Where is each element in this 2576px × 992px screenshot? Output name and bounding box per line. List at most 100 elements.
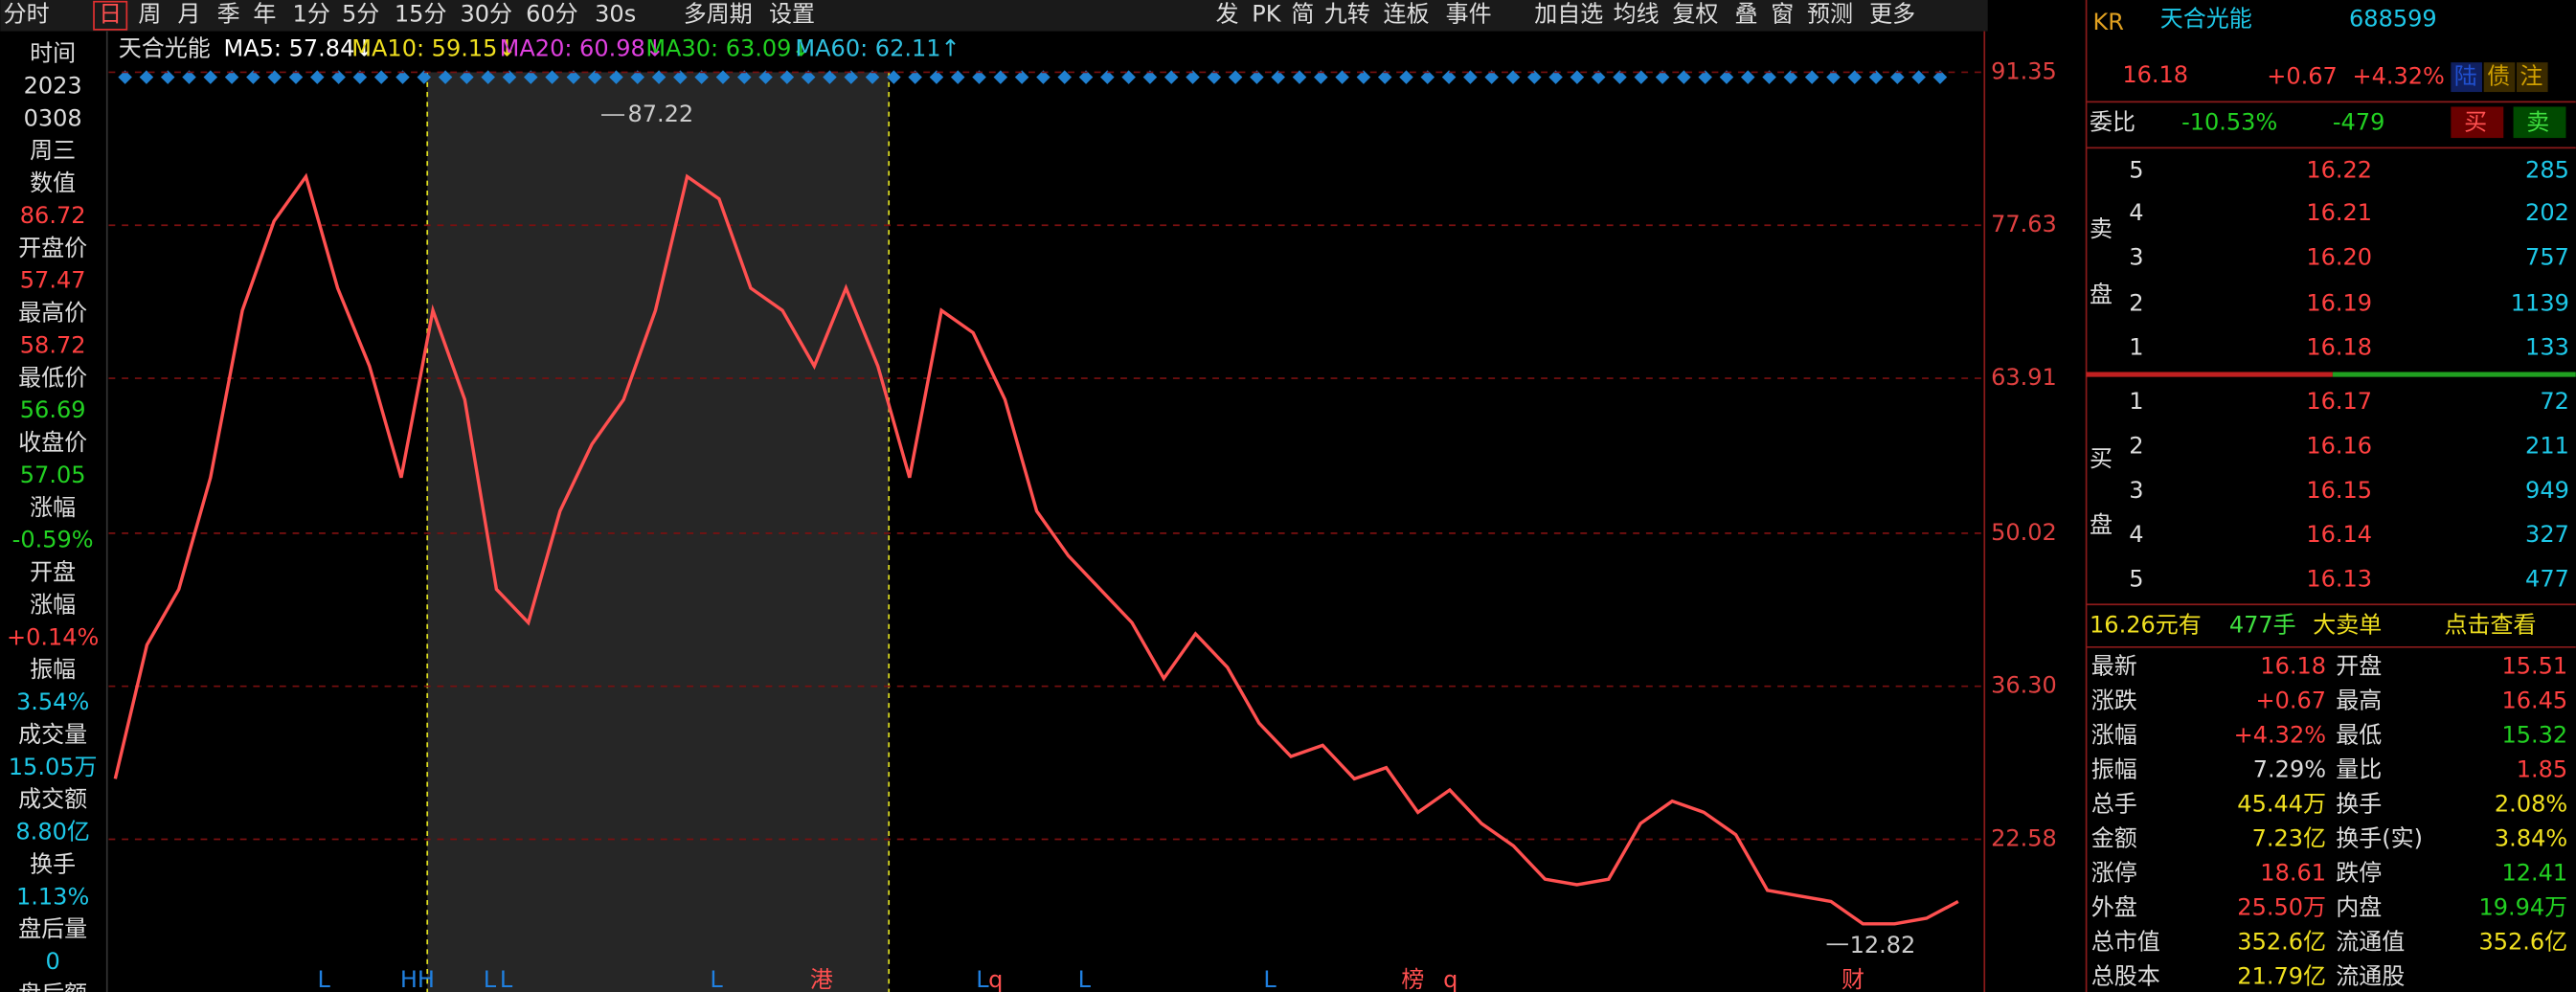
kr-badge: KR (2092, 9, 2123, 35)
stat-value: 16.45 (2501, 687, 2567, 713)
toolbar-tab[interactable]: 分时 (4, 0, 50, 27)
book-side-label: 盘 (2090, 282, 2113, 308)
toolbar-tab[interactable]: 年 (253, 0, 276, 27)
toolbar-button[interactable]: 发 (1216, 0, 1239, 27)
toolbar-button[interactable]: PK (1252, 0, 1281, 27)
book-volume: 327 (2525, 521, 2569, 548)
sell-button[interactable] (2513, 106, 2566, 139)
info-item: 最高价 (18, 300, 87, 327)
toolbar-tab[interactable]: 5分 (342, 0, 379, 27)
stat-value: 45.44万 (2237, 790, 2326, 817)
book-price: 16.15 (2306, 477, 2372, 504)
toolbar-button[interactable]: 预测 (1807, 0, 1853, 27)
toolbar-tab[interactable]: 季 (217, 0, 240, 27)
event-marker (524, 70, 538, 84)
price-line (113, 172, 1959, 926)
event-marker (118, 70, 132, 84)
info-item: 振幅 (30, 656, 76, 683)
event-flag: L (1263, 966, 1277, 992)
big-order[interactable]: 点击查看 (2445, 612, 2537, 639)
toolbar-tab[interactable]: 1分 (293, 0, 330, 27)
event-marker (310, 70, 325, 84)
info-item: -0.59% (12, 527, 94, 553)
buy-button-label[interactable]: 买 (2464, 109, 2487, 136)
stat-label: 振幅 (2091, 755, 2137, 782)
info-item: 57.05 (20, 462, 86, 488)
info-item: 0308 (24, 104, 82, 131)
ratio-label: 委比 (2090, 109, 2135, 136)
tag-box (2451, 62, 2482, 93)
book-level: 5 (2129, 156, 2143, 183)
stock-tag[interactable]: 债 (2487, 63, 2510, 90)
info-item: 时间 (30, 40, 76, 67)
y-tick-label: 36.30 (1991, 672, 2057, 699)
toolbar-button[interactable]: 简 (1291, 0, 1314, 27)
book-level: 3 (2129, 243, 2143, 270)
stat-value: 352.6亿 (2478, 929, 2567, 956)
toolbar-tab[interactable]: 多周期 (684, 0, 753, 27)
toolbar-button[interactable]: 均线 (1614, 0, 1660, 27)
stock-name: 天合光能 (119, 34, 211, 61)
stat-value: 7.29% (2253, 755, 2326, 782)
stock-tag[interactable]: 陆 (2454, 63, 2477, 90)
book-level: 1 (2129, 334, 2143, 361)
stat-value: 3.84% (2495, 824, 2567, 851)
big-order: 大卖单 (2313, 612, 2382, 639)
book-level: 4 (2129, 199, 2143, 226)
stat-label: 内盘 (2336, 894, 2382, 921)
stat-value: 16.18 (2260, 652, 2326, 679)
event-marker (160, 70, 175, 84)
toolbar-button[interactable]: 窗 (1771, 0, 1794, 27)
stat-value: +4.32% (2234, 721, 2326, 748)
stat-label: 涨停 (2091, 860, 2137, 887)
buy-button[interactable] (2451, 106, 2504, 139)
toolbar-tab[interactable]: 周 (138, 0, 161, 27)
event-flag: L (500, 966, 513, 992)
toolbar-button[interactable]: 连板 (1383, 0, 1429, 27)
toolbar-button[interactable]: 加自选 (1534, 0, 1603, 27)
info-item: 开盘 (30, 559, 76, 586)
stat-label: 流通值 (2336, 929, 2405, 956)
stock-title: 天合光能 (2160, 6, 2252, 33)
toolbar-tab[interactable]: 60分 (526, 0, 578, 27)
book-volume: 202 (2525, 199, 2569, 226)
toolbar-button[interactable]: 事件 (1446, 0, 1492, 27)
stat-label: 跌停 (2336, 860, 2382, 887)
toolbar-tab[interactable]: 30分 (461, 0, 513, 27)
toolbar-button[interactable]: 叠 (1735, 0, 1758, 27)
info-item: 数值 (30, 169, 76, 196)
stat-label: 开盘 (2336, 652, 2382, 679)
price-pct: +4.32% (2352, 63, 2444, 90)
stat-value: 15.51 (2501, 652, 2567, 679)
sell-button-label[interactable]: 卖 (2526, 109, 2549, 136)
event-flag: 财 (1842, 966, 1864, 992)
info-item: +0.14% (7, 623, 99, 650)
info-item: 成交量 (18, 721, 87, 748)
stock-tag[interactable]: 注 (2520, 63, 2542, 90)
toolbar-tab[interactable]: 日 (99, 0, 122, 27)
toolbar-tab[interactable]: 月 (178, 0, 201, 27)
ratio-value: -10.53% (2181, 109, 2277, 136)
toolbar-tab[interactable]: 15分 (395, 0, 447, 27)
book-level: 1 (2129, 388, 2143, 415)
toolbar-button[interactable]: 更多 (1869, 0, 1915, 27)
event-flag: 榜 (1401, 966, 1424, 992)
book-price: 16.19 (2306, 289, 2372, 316)
stat-label: 换手(实) (2336, 824, 2423, 851)
info-item: 开盘价 (18, 235, 87, 261)
toolbar-tab[interactable]: 30s (595, 0, 636, 27)
info-item: 换手 (30, 850, 76, 877)
event-flag: 港 (810, 966, 833, 992)
event-marker (587, 70, 602, 84)
toolbar-tab[interactable]: 设置 (769, 0, 815, 27)
event-marker (246, 70, 260, 84)
toolbar-button[interactable]: 复权 (1672, 0, 1718, 27)
event-marker (331, 70, 346, 84)
info-item: 8.80亿 (15, 819, 89, 845)
stat-label: 流通股 (2336, 963, 2405, 990)
toolbar-button[interactable]: 九转 (1324, 0, 1370, 27)
info-item: 收盘价 (18, 429, 87, 456)
book-level: 5 (2129, 565, 2143, 592)
event-flag: q (988, 966, 1003, 992)
event-flag: L (710, 966, 723, 992)
